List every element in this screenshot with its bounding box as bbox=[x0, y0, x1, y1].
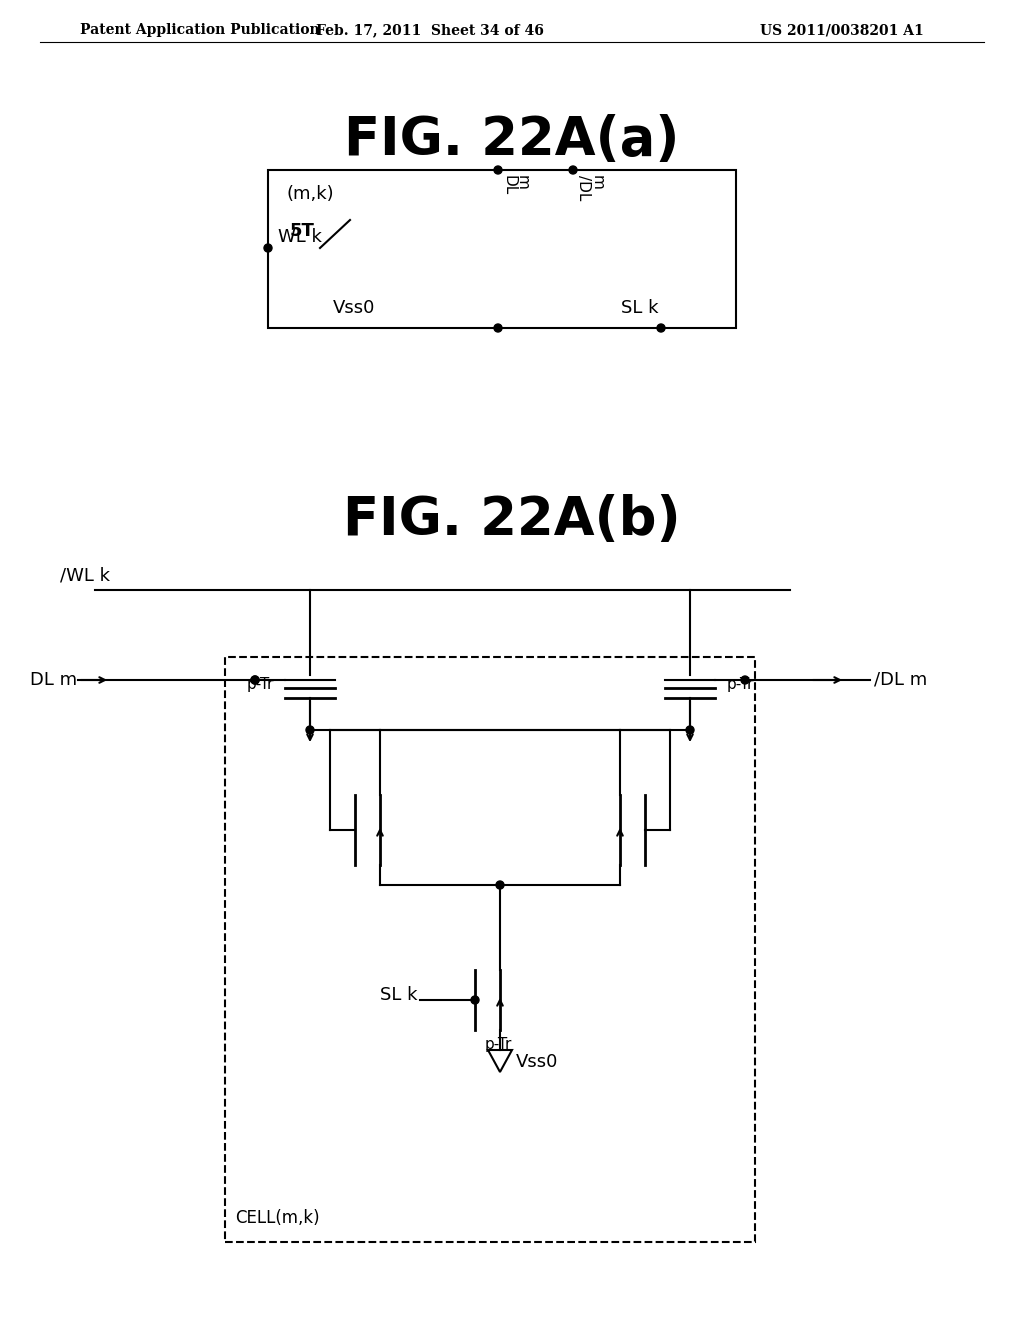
Text: /WL k: /WL k bbox=[60, 568, 110, 585]
Text: Patent Application Publication: Patent Application Publication bbox=[80, 22, 319, 37]
Text: Feb. 17, 2011  Sheet 34 of 46: Feb. 17, 2011 Sheet 34 of 46 bbox=[316, 22, 544, 37]
Circle shape bbox=[251, 676, 259, 684]
Text: US 2011/0038201 A1: US 2011/0038201 A1 bbox=[760, 22, 924, 37]
Circle shape bbox=[657, 323, 665, 333]
Text: FIG. 22A(b): FIG. 22A(b) bbox=[343, 494, 681, 546]
Bar bbox=[268, 170, 736, 327]
Text: p-Tr: p-Tr bbox=[247, 677, 273, 693]
Text: DL: DL bbox=[501, 176, 516, 195]
Text: (m,k): (m,k) bbox=[286, 185, 334, 203]
Bar bbox=[225, 657, 755, 1242]
Text: WL k: WL k bbox=[278, 228, 322, 246]
Circle shape bbox=[264, 244, 272, 252]
Text: DL m: DL m bbox=[30, 671, 77, 689]
Text: m: m bbox=[590, 176, 605, 190]
Text: m: m bbox=[515, 176, 530, 190]
Text: Vss0: Vss0 bbox=[516, 1053, 558, 1071]
Circle shape bbox=[471, 997, 479, 1005]
Circle shape bbox=[686, 726, 694, 734]
Circle shape bbox=[741, 676, 749, 684]
Circle shape bbox=[251, 676, 259, 684]
Text: Vss0: Vss0 bbox=[333, 300, 376, 317]
Circle shape bbox=[306, 726, 314, 734]
Text: FIG. 22A(a): FIG. 22A(a) bbox=[344, 114, 680, 166]
Text: SL k: SL k bbox=[621, 300, 658, 317]
Text: p-Tr: p-Tr bbox=[726, 677, 754, 693]
Text: /DL m: /DL m bbox=[874, 671, 928, 689]
Circle shape bbox=[494, 323, 502, 333]
Circle shape bbox=[496, 880, 504, 888]
Text: 5T: 5T bbox=[290, 222, 314, 240]
Text: SL k: SL k bbox=[380, 986, 418, 1005]
Text: /DL: /DL bbox=[575, 176, 591, 201]
Circle shape bbox=[494, 166, 502, 174]
Circle shape bbox=[569, 166, 577, 174]
Text: CELL(m,k): CELL(m,k) bbox=[234, 1209, 319, 1228]
Text: p-Tr: p-Tr bbox=[485, 1038, 512, 1052]
